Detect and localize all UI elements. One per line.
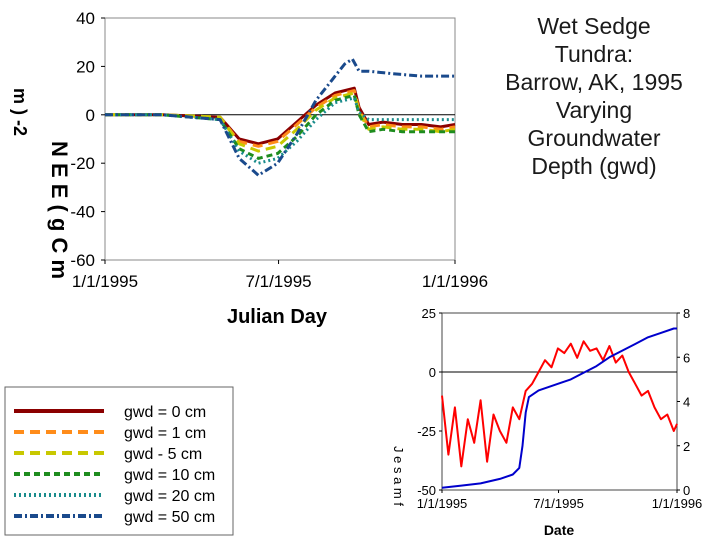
y-tick-label: -40 xyxy=(70,203,95,222)
x-tick-label: 1/1/1995 xyxy=(72,272,138,291)
inset-y-tick-label-right: 0 xyxy=(683,483,690,498)
title-line: Groundwater xyxy=(527,125,661,151)
inset-y-tick-label-right: 8 xyxy=(683,306,690,321)
legend-label: gwd = 1 cm xyxy=(124,425,206,442)
figure-title: Wet Sedge Tundra: Barrow, AK, 1995 Varyi… xyxy=(470,12,718,180)
y-axis-label: m ) -2 xyxy=(10,88,30,136)
series-line-2 xyxy=(105,91,456,153)
inset-x-axis-label: Date xyxy=(544,522,575,538)
x-tick-label: 7/1/1995 xyxy=(245,272,311,291)
inset-y-tick-label-left: -25 xyxy=(417,424,436,439)
inset-y-axis-label: J e s a m f xyxy=(391,446,406,506)
title-line: Depth (gwd) xyxy=(531,153,657,179)
legend-label: gwd = 0 cm xyxy=(124,404,206,421)
series-line-4 xyxy=(105,96,455,165)
inset-x-tick-label: 7/1/1995 xyxy=(533,496,584,511)
inset-chart: 25 0 -25 -50 8 6 4 2 0 1/1/1995 7/1/1995 1/1/1996 Da… xyxy=(391,306,702,538)
x-axis-label: Julian Day xyxy=(227,306,328,328)
title-line: Varying xyxy=(555,97,633,123)
main-chart: 40 20 0 -20 -40 -60 1/1/1995 7/1/1995 1/1/1996 Ju… xyxy=(10,9,488,328)
legend: gwd = 0 cm gwd = 1 cm gwd - 5 cm gwd = 10 c… xyxy=(4,386,234,536)
y-tick-label: -20 xyxy=(70,154,95,173)
title-line: Tundra: xyxy=(554,41,634,67)
y-axis-label-side: N E E ( g C m xyxy=(47,141,72,279)
legend-label: gwd = 20 cm xyxy=(124,488,215,505)
legend-label: gwd = 10 cm xyxy=(124,467,215,484)
y-tick-label: 40 xyxy=(76,9,95,28)
legend-label: gwd - 5 cm xyxy=(124,446,202,463)
inset-y-tick-label-left: 25 xyxy=(422,306,436,321)
y-tick-label: 20 xyxy=(76,57,95,76)
inset-x-tick-label: 1/1/1995 xyxy=(417,496,468,511)
inset-y-tick-label-right: 2 xyxy=(683,439,690,454)
inset-series-line-1 xyxy=(441,327,677,489)
title-line: Wet Sedge xyxy=(537,13,651,39)
y-tick-label: 0 xyxy=(86,106,95,125)
y-tick-label: -60 xyxy=(70,251,95,270)
legend-label: gwd = 50 cm xyxy=(124,509,215,526)
inset-y-tick-label-left: 0 xyxy=(429,365,436,380)
inset-series-line-0 xyxy=(441,340,678,468)
series-line-5 xyxy=(105,57,455,177)
x-tick-label: 1/1/1996 xyxy=(422,272,488,291)
inset-x-tick-label: 1/1/1996 xyxy=(652,496,703,511)
title-line: Barrow, AK, 1995 xyxy=(505,69,683,95)
plot-frame xyxy=(104,17,456,261)
series-line-3 xyxy=(105,93,455,160)
inset-y-tick-label-right: 4 xyxy=(683,395,690,410)
inset-y-tick-label-right: 6 xyxy=(683,350,690,365)
inset-y-tick-label-left: -50 xyxy=(417,483,436,498)
